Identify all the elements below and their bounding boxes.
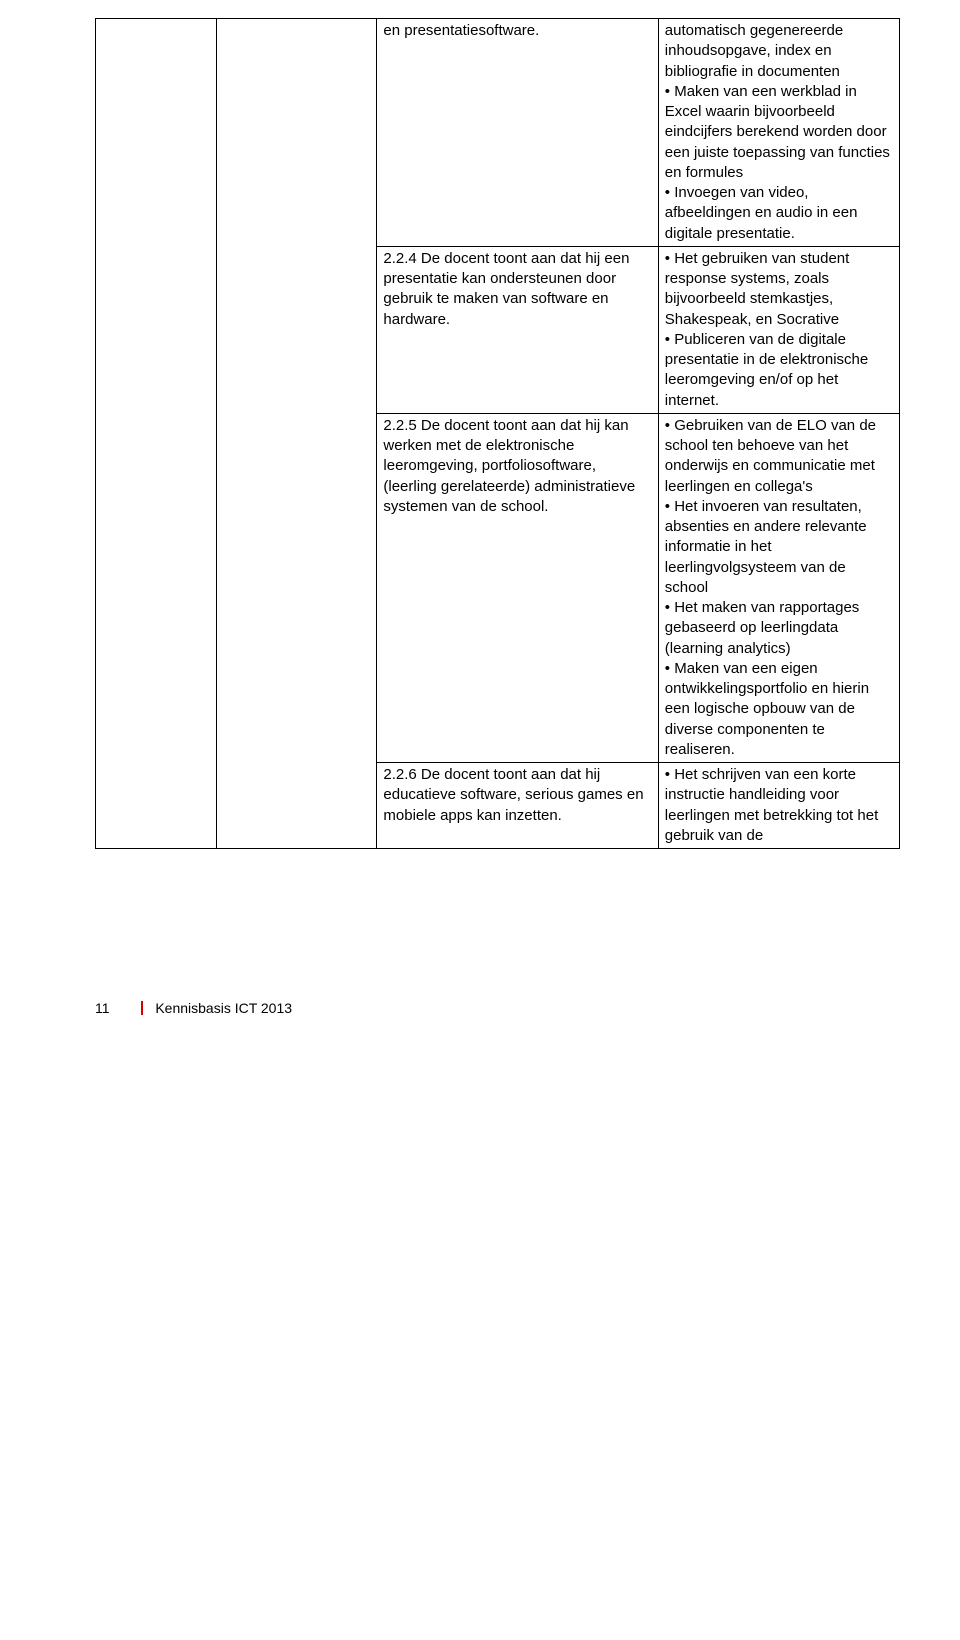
descriptor-cell: 2.2.6 De docent toont aan dat hij educat… (377, 763, 658, 849)
descriptor-cell: en presentatiesoftware. (377, 19, 658, 247)
example-cell: • Het schrijven van een korte instructie… (658, 763, 899, 849)
example-cell: • Gebruiken van de ELO van de school ten… (658, 413, 899, 762)
footer-bar-icon (141, 1001, 143, 1015)
page: en presentatiesoftware. automatisch gege… (0, 0, 960, 1048)
descriptor-cell: 2.2.5 De docent toont aan dat hij kan we… (377, 413, 658, 762)
col2-cell (216, 19, 377, 849)
footer-title: Kennisbasis ICT 2013 (155, 1000, 292, 1016)
page-footer: 11 Kennisbasis ICT 2013 (95, 999, 900, 1018)
col1-cell (96, 19, 217, 849)
descriptor-cell: 2.2.4 De docent toont aan dat hij een pr… (377, 246, 658, 413)
content-table: en presentatiesoftware. automatisch gege… (95, 18, 900, 849)
page-number: 11 (95, 999, 110, 1018)
example-cell: automatisch gegenereerde inhoudsopgave, … (658, 19, 899, 247)
example-cell: • Het gebruiken van student response sys… (658, 246, 899, 413)
table-row: en presentatiesoftware. automatisch gege… (96, 19, 900, 247)
